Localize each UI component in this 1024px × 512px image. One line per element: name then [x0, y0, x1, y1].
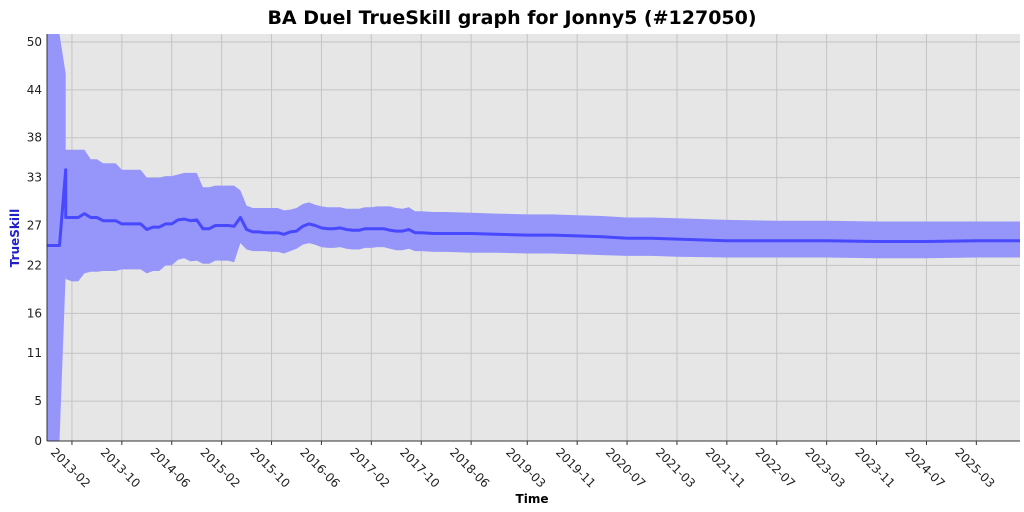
y-tick-labels: 0 5 11 16 22 27 33 38 44 50	[27, 35, 42, 448]
x-axis-title: Time	[516, 492, 549, 506]
y-tick-label: 44	[27, 83, 42, 97]
axes	[46, 34, 1020, 445]
y-tick-label: 0	[34, 434, 42, 448]
y-axis-title: TrueSkill	[8, 209, 22, 267]
y-tick-label: 50	[27, 35, 42, 49]
trueskill-mean-line	[47, 168, 1020, 247]
y-tick-label: 33	[27, 171, 42, 185]
y-tick-label: 16	[27, 306, 42, 320]
chart-title: BA Duel TrueSkill graph for Jonny5 (#127…	[267, 7, 756, 29]
y-tick-label: 38	[27, 131, 42, 145]
y-tick-label: 27	[27, 219, 42, 233]
uncertainty-band	[47, 34, 1020, 441]
y-tick-label: 22	[27, 258, 42, 272]
y-tick-label: 11	[27, 346, 42, 360]
y-tick-label: 5	[34, 394, 42, 408]
